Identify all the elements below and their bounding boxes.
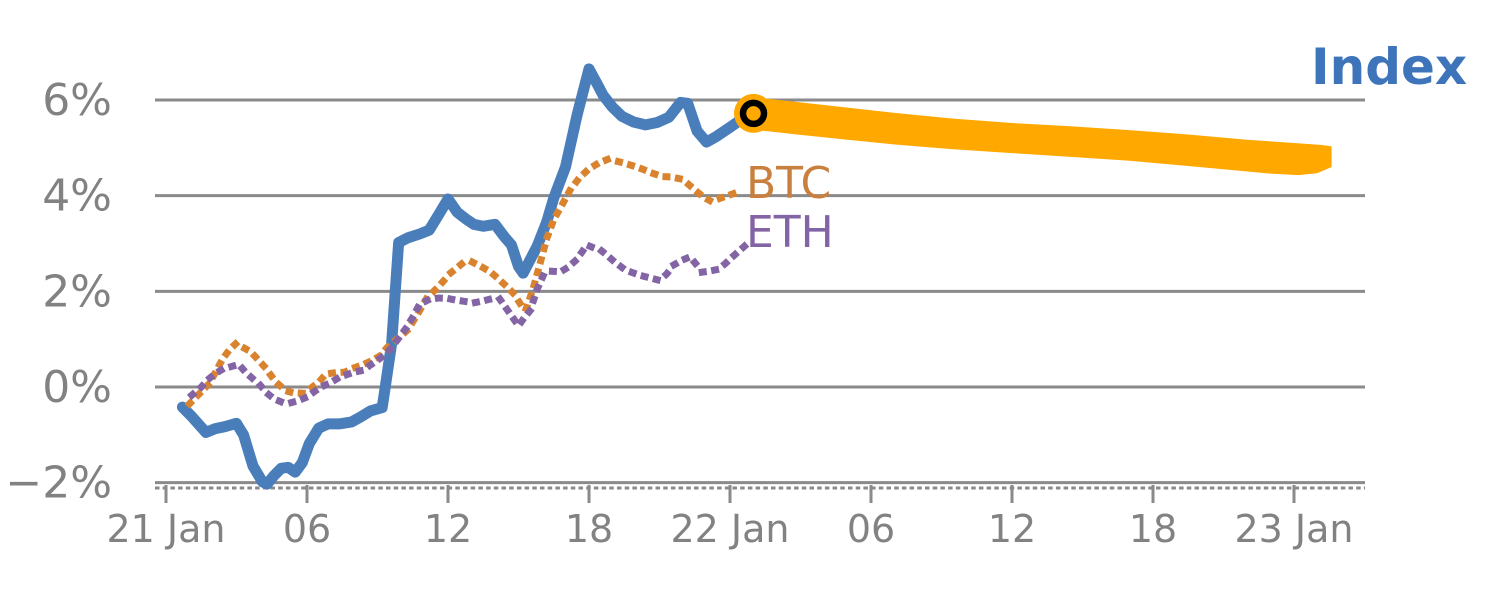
- x-tick-label: 18: [565, 507, 613, 551]
- series-line-index: [176, 63, 759, 490]
- x-tick-label: 06: [847, 507, 895, 551]
- y-tick-label: 6%: [42, 75, 112, 126]
- last-point-marker-ring: [739, 99, 768, 128]
- index-series-label: Index: [1311, 38, 1468, 96]
- y-tick-label: 4%: [42, 171, 112, 222]
- series-line-eth: [186, 239, 752, 407]
- btc-series-label: BTC: [746, 158, 832, 209]
- x-tick-label: 12: [988, 507, 1036, 551]
- index-forecast-band: [753, 97, 1332, 176]
- y-tick-label: 0%: [42, 362, 112, 413]
- x-tick-label: 06: [283, 507, 331, 551]
- x-tick-label: 22 Jan: [670, 507, 789, 551]
- x-tick-label: 23 Jan: [1234, 507, 1353, 551]
- x-tick-label: 18: [1129, 507, 1177, 551]
- y-tick-label: 2%: [42, 266, 112, 317]
- x-tick-label: 21 Jan: [106, 507, 225, 551]
- eth-series-label: ETH: [746, 207, 834, 258]
- series-line-btc: [184, 155, 742, 409]
- y-tick-label: −2%: [5, 458, 112, 509]
- x-tick-label: 12: [424, 507, 472, 551]
